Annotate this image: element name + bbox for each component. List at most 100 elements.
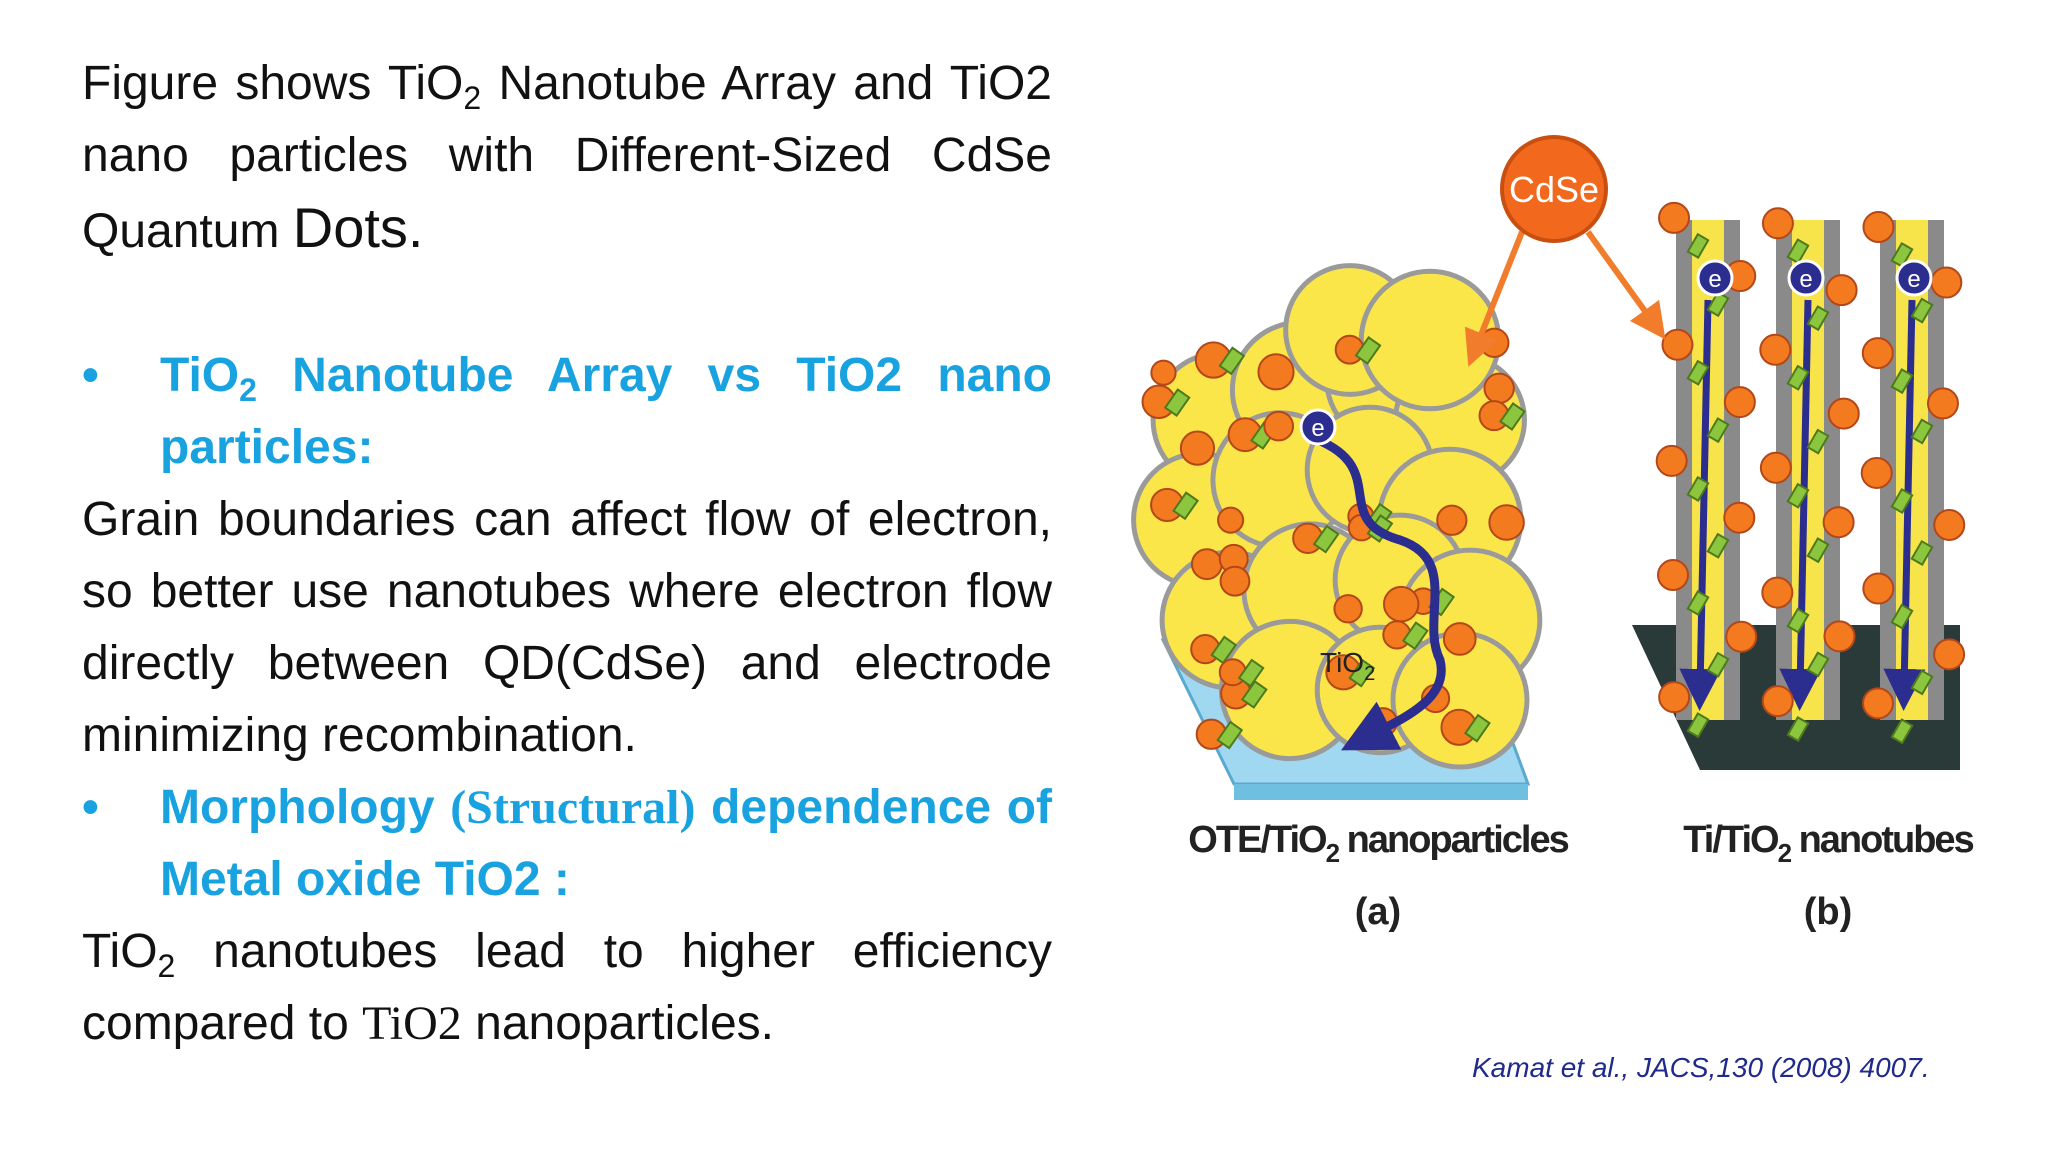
linker [1686,589,1710,617]
linker [1910,297,1934,324]
quantum-dot [1933,508,1966,541]
quantum-dot [1382,585,1420,623]
quantum-dot [1862,687,1895,720]
quantum-dot [1483,372,1515,404]
linker [1890,368,1914,395]
linker [1890,241,1914,269]
citation: Kamat et al., JACS,130 (2008) 4007. [1472,1052,1930,1083]
quantum-dot [1926,387,1959,420]
linker [1890,487,1914,515]
linker [1806,428,1830,455]
panel-caption: OTE/TiO2 nanoparticles [1188,819,1568,868]
electron-label: e [1708,266,1721,293]
linker [1163,388,1191,418]
linker [1686,475,1710,502]
linker [1464,713,1491,743]
quantum-dot [1761,207,1794,240]
quantum-dot [1860,456,1893,489]
quantum-dot [1862,211,1895,244]
linker [1786,716,1810,743]
electron: e [1299,408,1337,446]
text-column: Figure shows TiO2 Nanotube Array and TiO… [82,48,1052,1060]
text-run: Nanotube Array vs TiO2 nano particles: [160,349,1052,474]
electron-path [1316,435,1446,751]
linker [1216,720,1244,750]
quantum-dot [1190,548,1223,581]
quantum-dot [1723,501,1756,534]
electron: e [1787,259,1825,297]
linker [1806,537,1830,564]
linker [1686,359,1710,386]
quantum-dot [1179,430,1216,466]
quantum-dot [1930,266,1963,299]
linker [1240,680,1268,709]
bullet-marker: • [82,349,99,402]
bullet-marker: • [82,781,99,834]
panel-letter: (b) [1804,891,1853,933]
quantum-dot [1761,685,1794,718]
subscript: 2 [463,80,482,116]
linker [1910,539,1934,567]
quantum-dot [1658,201,1691,234]
arrow [1585,230,1666,340]
linker [1312,524,1340,554]
quantum-dot [1257,353,1295,391]
text-run: nanoparticles. [461,997,774,1050]
quantum-dot [1219,565,1251,597]
quantum-dot [1333,594,1363,624]
text-run: TiO [160,349,240,402]
linker [1706,291,1730,318]
linker [1706,532,1730,559]
text-run: OTE/TiO [1188,819,1326,861]
linker [1910,418,1934,445]
electron-label: e [1311,415,1324,442]
subscript: 2 [239,372,257,408]
linker [1786,238,1810,265]
subscript: 2 [157,948,176,984]
text-run: Figure shows TiO [82,57,464,110]
arrow [1464,230,1525,367]
linker [1910,669,1934,696]
linker [1348,658,1376,688]
linker [1706,651,1730,678]
quantum-dot [1723,386,1756,419]
linker [1237,658,1265,688]
electron-label: e [1907,266,1920,293]
quantum-dot [1263,410,1295,442]
bullet-heading: • TiO2 Nanotube Array vs TiO2 nano partic… [82,340,1052,484]
quantum-dot [1442,622,1477,656]
quantum-dot [1150,359,1177,386]
quantum-dot [1761,576,1794,609]
subscript: 2 [1364,663,1375,685]
cdse-dot [1500,135,1608,243]
linker [1806,651,1830,678]
electron-label: e [1799,266,1812,293]
bullet-heading: • Morphology (Structural) dependence of M… [82,772,1052,916]
quantum-dot [1725,620,1758,653]
text-run: Dots. [292,196,424,259]
text-run: nanoparticles [1338,819,1568,861]
quantum-dot [1759,451,1792,484]
quantum-dot [1823,620,1856,653]
linker [1354,336,1382,365]
electron: e [1696,259,1734,297]
paragraph: TiO2 nanotubes lead to higher efficiency… [82,916,1052,1060]
quantum-dot [1218,658,1247,687]
quantum-dot [1657,559,1690,592]
quantum-dot [1217,506,1245,534]
text-run: Morphology [160,781,451,834]
text-run: (Structural) [450,781,696,834]
panel-letter: (a) [1355,891,1401,933]
quantum-dot [1862,572,1895,605]
linker [1806,305,1830,332]
text-run: dependence of Metal oxide TiO2 : [160,781,1052,906]
quantum-dot [1655,444,1688,477]
linker [1890,718,1914,745]
quantum-dot [1661,328,1694,361]
text-run: Nanotube Array and TiO2 nano particles w… [82,57,1053,258]
substrate-edge [1234,784,1528,800]
subscript: 2 [1326,838,1340,868]
text-run: nanotubes lead to higher efficiency comp… [82,925,1052,1050]
